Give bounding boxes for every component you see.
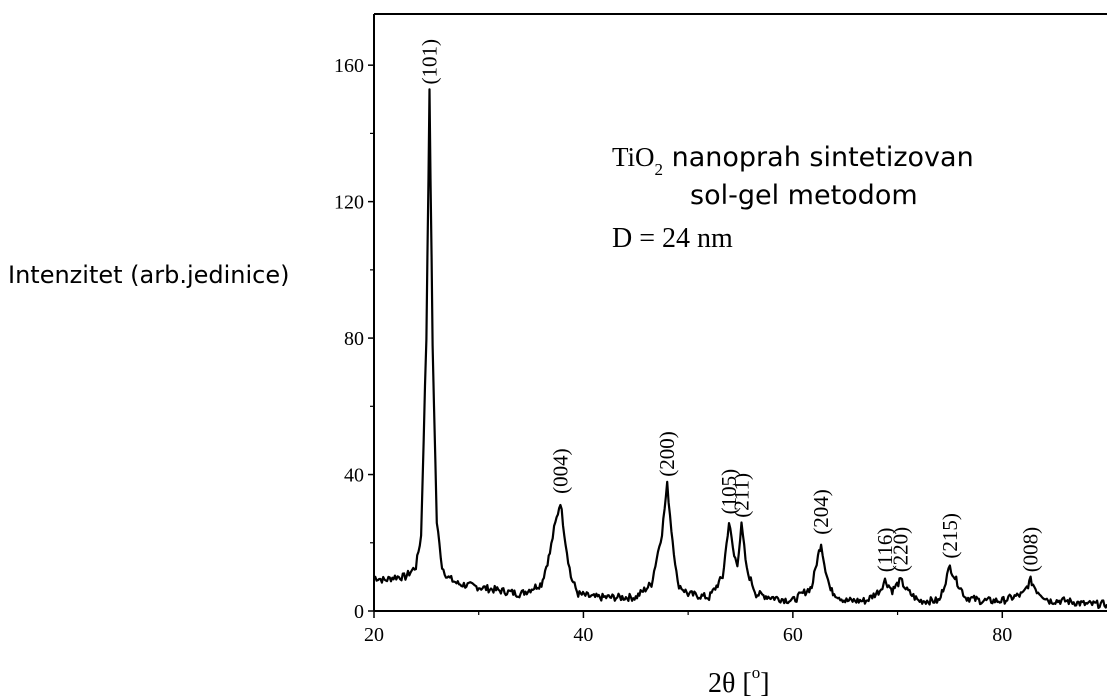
peak-labels: (101) (004) (200) (105)(211) (204) (116)(220)… bbox=[417, 39, 1042, 572]
y-tick-label: 80 bbox=[344, 328, 364, 350]
x-tick-label: 60 bbox=[783, 624, 803, 646]
peak-label: (008) bbox=[1019, 527, 1043, 573]
x-tick-label: 20 bbox=[364, 624, 384, 646]
x-tick-label: 40 bbox=[573, 624, 593, 646]
x-tick-label: 80 bbox=[992, 624, 1012, 646]
peak-label: (105) bbox=[717, 469, 741, 515]
peak-label: (116) bbox=[873, 528, 897, 573]
peak-label: (101) bbox=[417, 39, 441, 85]
y-axis-label: Intenzitet (arb.jedinice) bbox=[8, 261, 290, 289]
y-tick-label: 120 bbox=[334, 192, 364, 214]
y-tick-label: 40 bbox=[344, 465, 364, 487]
peak-label: (200) bbox=[655, 431, 679, 477]
y-tick-label: 160 bbox=[334, 55, 364, 77]
peak-label: (220) bbox=[889, 527, 913, 573]
peak-label: (215) bbox=[938, 513, 962, 559]
annotation-line3: D = 24 nm bbox=[612, 223, 733, 254]
peak-label: (211) bbox=[730, 473, 754, 518]
x-axis-label: 2θ [o] bbox=[708, 663, 770, 699]
peak-label: (204) bbox=[809, 489, 833, 535]
ticks: 0 40 80 120 160 20 40 60 80 bbox=[334, 55, 1012, 646]
annotation-line2: sol-gel metodom bbox=[690, 180, 918, 211]
xrd-series-line bbox=[373, 88, 1107, 609]
annotation-line1: TiO2 nanoprah sintetizovan bbox=[612, 142, 974, 179]
y-tick-label: 0 bbox=[354, 601, 364, 623]
axes bbox=[373, 13, 1107, 612]
peak-label: (004) bbox=[548, 448, 572, 494]
